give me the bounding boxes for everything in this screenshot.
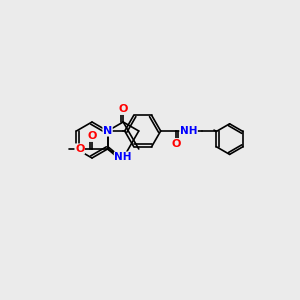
Text: O: O <box>88 131 97 141</box>
Text: O: O <box>171 139 181 148</box>
Text: S: S <box>114 153 122 163</box>
Text: NH: NH <box>180 126 197 136</box>
Text: O: O <box>118 104 128 114</box>
Text: N: N <box>103 126 112 136</box>
Text: O: O <box>75 144 84 154</box>
Text: NH: NH <box>114 152 132 162</box>
